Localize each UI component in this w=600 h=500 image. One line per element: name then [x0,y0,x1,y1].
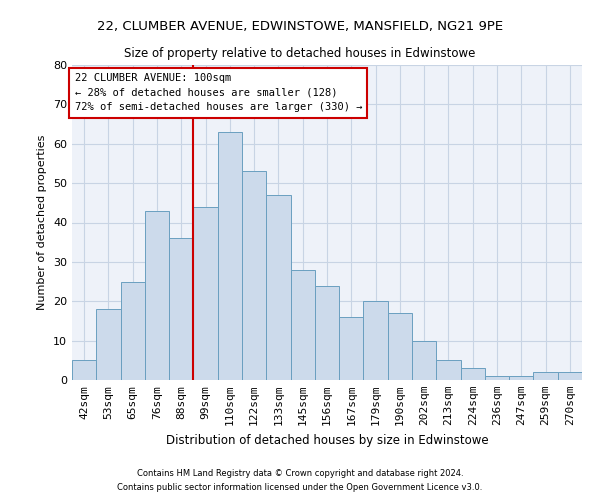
Bar [364,301,388,380]
Bar [218,132,242,380]
Bar [96,309,121,380]
Text: 22 CLUMBER AVENUE: 100sqm
← 28% of detached houses are smaller (128)
72% of semi: 22 CLUMBER AVENUE: 100sqm ← 28% of detac… [74,73,362,112]
Bar [485,376,509,380]
Text: Contains HM Land Registry data © Crown copyright and database right 2024.: Contains HM Land Registry data © Crown c… [137,468,463,477]
Bar [436,360,461,380]
Bar [315,286,339,380]
Bar [266,195,290,380]
Bar [412,340,436,380]
Bar [388,313,412,380]
Text: 22, CLUMBER AVENUE, EDWINSTOWE, MANSFIELD, NG21 9PE: 22, CLUMBER AVENUE, EDWINSTOWE, MANSFIEL… [97,20,503,33]
Bar [558,372,582,380]
Bar [121,282,145,380]
Y-axis label: Number of detached properties: Number of detached properties [37,135,47,310]
Bar [193,207,218,380]
Bar [461,368,485,380]
Bar [72,360,96,380]
Bar [339,317,364,380]
Bar [533,372,558,380]
X-axis label: Distribution of detached houses by size in Edwinstowe: Distribution of detached houses by size … [166,434,488,446]
Bar [169,238,193,380]
Text: Contains public sector information licensed under the Open Government Licence v3: Contains public sector information licen… [118,484,482,492]
Bar [145,210,169,380]
Bar [242,172,266,380]
Bar [509,376,533,380]
Text: Size of property relative to detached houses in Edwinstowe: Size of property relative to detached ho… [124,48,476,60]
Bar [290,270,315,380]
